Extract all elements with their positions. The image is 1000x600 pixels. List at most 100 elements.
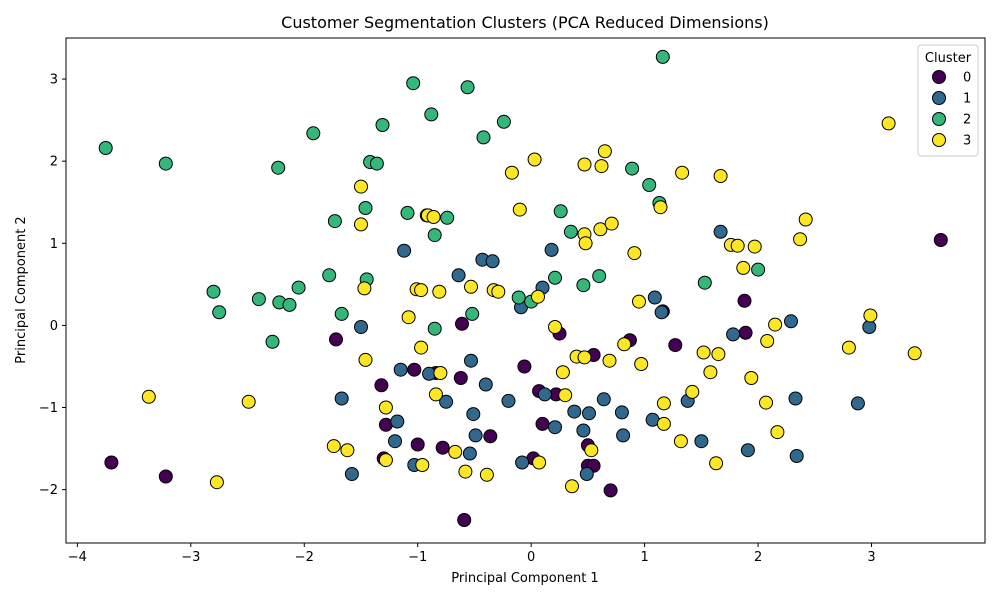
data-point-cluster-0: [455, 316, 469, 331]
data-point-cluster-2: [496, 114, 511, 129]
data-point-cluster-3: [340, 443, 355, 458]
data-point-cluster-2: [460, 80, 475, 95]
data-point-cluster-3: [713, 169, 728, 183]
data-point-cluster-3: [401, 310, 416, 325]
data-point-cluster-1: [788, 391, 803, 406]
y-tick-label: 1: [50, 237, 58, 252]
x-axis-ticks: −4 −3 −2 −1 0 1 2 3: [68, 543, 876, 565]
data-point-cluster-1: [462, 446, 477, 461]
data-point-cluster-1: [740, 443, 755, 458]
y-tick-label: 3: [50, 73, 58, 88]
legend-marker-cluster-2: [932, 112, 946, 126]
data-point-cluster-3: [504, 165, 519, 180]
data-point-cluster-2: [553, 204, 568, 219]
data-point-cluster-3: [736, 260, 751, 275]
data-point-cluster-1: [548, 420, 562, 435]
data-point-cluster-2: [206, 284, 221, 299]
data-point-cluster-0: [668, 338, 683, 353]
data-point-cluster-3: [653, 200, 668, 215]
data-point-cluster-3: [415, 458, 430, 472]
data-point-cluster-3: [730, 238, 745, 253]
legend-marker-cluster-1: [932, 91, 946, 105]
data-point-cluster-1: [439, 394, 454, 409]
data-point-cluster-3: [577, 157, 592, 172]
data-point-cluster-3: [604, 216, 619, 231]
data-point-cluster-2: [158, 156, 173, 171]
data-point-cluster-3: [770, 425, 785, 440]
data-point-cluster-1: [501, 393, 516, 408]
data-point-cluster-0: [435, 440, 450, 455]
data-point-cluster-3: [907, 346, 922, 361]
data-point-cluster-0: [374, 378, 389, 393]
data-point-cluster-1: [567, 404, 582, 419]
data-point-cluster-2: [625, 161, 640, 176]
data-point-cluster-3: [593, 222, 608, 237]
data-point-cluster-3: [432, 284, 447, 299]
data-point-cluster-3: [696, 345, 711, 360]
data-point-cluster-3: [464, 279, 478, 294]
data-point-cluster-1: [850, 396, 865, 411]
data-point-cluster-3: [479, 467, 494, 482]
data-point-cluster-1: [789, 449, 804, 463]
data-point-cluster-3: [685, 384, 700, 399]
data-point-cluster-3: [414, 283, 429, 298]
data-point-cluster-0: [104, 455, 119, 470]
data-point-cluster-3: [703, 365, 718, 380]
legend-marker-cluster-3: [932, 133, 946, 147]
data-point-cluster-2: [427, 321, 442, 336]
x-tick-label: −4: [68, 550, 87, 565]
data-point-cluster-1: [862, 320, 877, 334]
x-tick-label: 0: [527, 550, 535, 565]
data-point-cluster-3: [759, 395, 773, 410]
data-point-cluster-3: [584, 443, 599, 458]
data-point-cluster-0: [517, 359, 532, 374]
data-point-cluster-0: [933, 233, 948, 247]
data-point-cluster-3: [863, 308, 878, 323]
data-point-cluster-0: [457, 513, 472, 527]
data-point-cluster-2: [476, 130, 491, 145]
legend-label-cluster-1: 1: [963, 92, 971, 107]
data-point-cluster-3: [565, 479, 579, 494]
data-point-cluster-3: [594, 159, 609, 174]
data-point-cluster-3: [548, 320, 562, 334]
data-point-cluster-0: [738, 325, 753, 340]
data-point-cluster-0: [329, 332, 343, 347]
data-point-cluster-3: [491, 284, 506, 299]
data-point-cluster-0: [158, 469, 173, 484]
data-point-cluster-1: [694, 434, 709, 449]
legend-box: [917, 44, 979, 157]
data-point-cluster-3: [760, 334, 775, 348]
data-point-cluster-2: [697, 275, 712, 290]
data-point-cluster-3: [357, 281, 372, 296]
data-point-cluster-2: [282, 297, 297, 312]
y-tick-label: 0: [50, 319, 58, 334]
data-point-cluster-2: [642, 178, 657, 192]
data-point-cluster-1: [544, 242, 559, 257]
data-point-cluster-3: [632, 294, 646, 309]
data-point-cluster-2: [511, 290, 526, 305]
data-point-cluster-3: [532, 455, 547, 470]
chart-title: Customer Segmentation Clusters (PCA Redu…: [281, 13, 769, 32]
data-point-cluster-1: [579, 467, 594, 481]
data-point-cluster-2: [424, 107, 439, 122]
x-tick-label: −1: [408, 550, 427, 565]
legend-label-cluster-3: 3: [963, 134, 971, 149]
data-point-cluster-3: [768, 317, 783, 332]
data-point-cluster-2: [592, 269, 607, 284]
legend-label-cluster-0: 0: [963, 71, 971, 86]
data-point-cluster-1: [334, 391, 349, 406]
data-point-cluster-3: [709, 456, 724, 471]
data-point-cluster-1: [726, 327, 741, 342]
data-point-cluster-3: [558, 388, 573, 403]
data-point-cluster-2: [291, 280, 306, 295]
data-point-cluster-3: [354, 217, 368, 232]
legend-label-cluster-2: 2: [963, 113, 971, 128]
data-point-cluster-3: [209, 475, 224, 490]
data-point-cluster-1: [582, 406, 596, 421]
x-tick-label: 2: [754, 550, 762, 565]
data-point-cluster-2: [400, 205, 415, 220]
data-point-cluster-3: [656, 416, 671, 431]
data-point-cluster-0: [410, 437, 425, 452]
data-point-cluster-2: [406, 76, 421, 91]
